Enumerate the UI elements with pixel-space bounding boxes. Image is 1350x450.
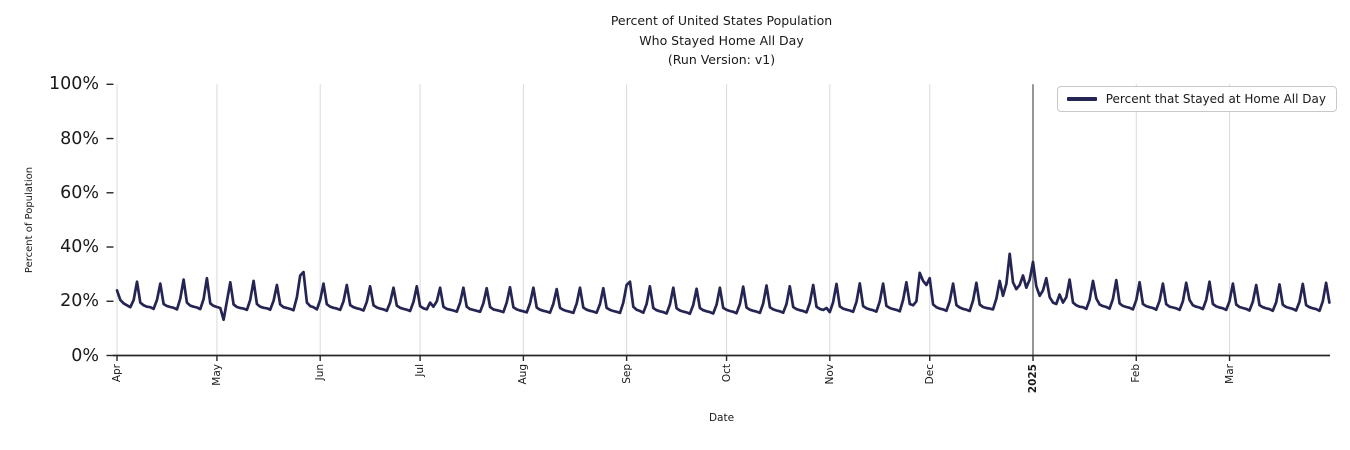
data-line [115,252,1331,322]
x-tick-label: Jun [314,364,327,381]
x-axis-label: Date [708,412,735,424]
x-tick-label: Apr [111,364,123,383]
chart-title-line1: Percent of United States Population [610,13,833,28]
chart-title: Percent of United States Population Who … [113,11,1330,70]
x-tick-label: Dec [923,364,936,385]
x-tick-label: Nov [823,364,836,385]
x-tick-label: 2025 [1026,364,1039,394]
y-tick-label: 100% [48,74,99,95]
x-tick-label: Jul [414,364,427,377]
y-tick-label: 0% [71,345,99,366]
legend-label: Percent that Stayed at Home All Day [1105,92,1326,106]
x-tick-label: Sep [620,364,633,384]
y-tick-label: 40% [60,237,99,258]
x-tick-label: May [210,364,223,386]
y-tick-label: 80% [60,128,99,149]
chart-title-line3: (Run Version: v1) [667,52,776,67]
chart-title-line2: Who Stayed Home All Day [639,32,804,48]
legend: Percent that Stayed at Home All Day [1056,86,1337,112]
x-tick-label: Mar [1223,364,1236,384]
x-tick-label: Feb [1130,364,1143,383]
legend-line-swatch [1066,97,1097,101]
y-tick-label: 60% [60,182,99,203]
x-tick-label: Aug [517,364,530,385]
x-tick-label: Oct [720,364,733,383]
y-tick-label: 20% [60,291,99,312]
